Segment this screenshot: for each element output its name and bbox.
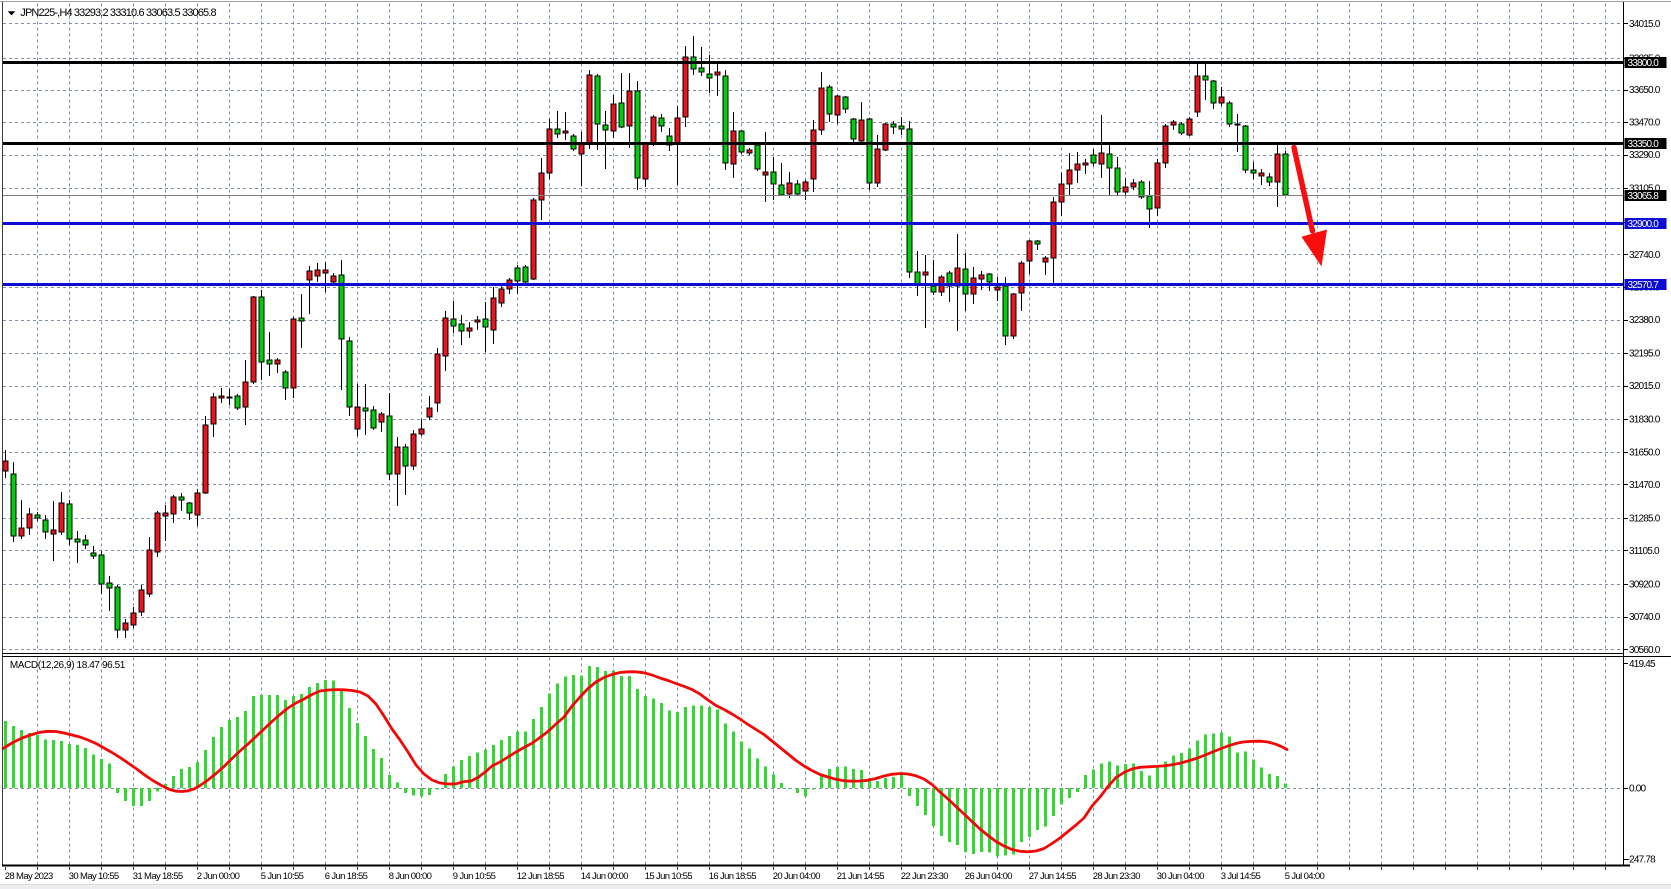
svg-text:30 May 10:55: 30 May 10:55: [69, 871, 119, 882]
svg-text:31650.0: 31650.0: [1629, 447, 1661, 458]
svg-text:30 Jun 04:00: 30 Jun 04:00: [1157, 871, 1205, 882]
svg-text:32740.0: 32740.0: [1629, 250, 1661, 261]
svg-text:31470.0: 31470.0: [1629, 480, 1661, 491]
svg-text:5 Jul 04:00: 5 Jul 04:00: [1285, 871, 1325, 882]
svg-text:34015.0: 34015.0: [1629, 19, 1661, 30]
svg-text:22 Jun 23:30: 22 Jun 23:30: [901, 871, 949, 882]
svg-text:33470.0: 33470.0: [1629, 118, 1661, 129]
svg-text:31105.0: 31105.0: [1629, 546, 1660, 557]
svg-text:33290.0: 33290.0: [1629, 150, 1661, 161]
svg-text:15 Jun 10:55: 15 Jun 10:55: [645, 871, 693, 882]
svg-text:32015.0: 32015.0: [1629, 381, 1661, 392]
svg-text:30560.0: 30560.0: [1629, 645, 1661, 656]
svg-text:14 Jun 00:00: 14 Jun 00:00: [581, 871, 629, 882]
svg-text:32900.0: 32900.0: [1628, 219, 1660, 230]
svg-text:16 Jun 18:55: 16 Jun 18:55: [709, 871, 757, 882]
svg-text:27 Jun 14:55: 27 Jun 14:55: [1029, 871, 1077, 882]
svg-text:26 Jun 04:00: 26 Jun 04:00: [965, 871, 1013, 882]
svg-text:JPN225-,H4 33293.2 33310.6 33: JPN225-,H4 33293.2 33310.6 33063.5 33065…: [20, 7, 216, 19]
svg-text:5 Jun 10:55: 5 Jun 10:55: [261, 871, 304, 882]
svg-text:33350.0: 33350.0: [1628, 139, 1660, 150]
svg-text:32380.0: 32380.0: [1629, 315, 1661, 326]
svg-text:20 Jun 04:00: 20 Jun 04:00: [773, 871, 821, 882]
svg-text:419.45: 419.45: [1629, 659, 1656, 670]
svg-text:33105.0: 33105.0: [1629, 184, 1661, 195]
svg-text:3 Jul 14:55: 3 Jul 14:55: [1221, 871, 1261, 882]
svg-text:2 Jun 00:00: 2 Jun 00:00: [197, 871, 240, 882]
svg-text:30920.0: 30920.0: [1629, 580, 1661, 591]
svg-text:0.00: 0.00: [1629, 784, 1647, 795]
svg-text:21 Jun 14:55: 21 Jun 14:55: [837, 871, 885, 882]
svg-text:30740.0: 30740.0: [1629, 612, 1661, 623]
svg-text:MACD(12,26,9) 18.47 96.51: MACD(12,26,9) 18.47 96.51: [10, 660, 126, 671]
svg-text:12 Jun 18:55: 12 Jun 18:55: [517, 871, 565, 882]
svg-text:-247.78: -247.78: [1627, 854, 1657, 865]
svg-text:33065.8: 33065.8: [1628, 191, 1660, 202]
svg-text:9 Jun 10:55: 9 Jun 10:55: [453, 871, 496, 882]
svg-text:28 Jun 23:30: 28 Jun 23:30: [1093, 871, 1141, 882]
svg-text:31285.0: 31285.0: [1629, 513, 1661, 524]
svg-text:8 Jun 00:00: 8 Jun 00:00: [389, 871, 432, 882]
svg-text:32570.7: 32570.7: [1628, 280, 1660, 291]
svg-text:33650.0: 33650.0: [1629, 85, 1661, 96]
svg-text:31830.0: 31830.0: [1629, 415, 1661, 426]
svg-text:32195.0: 32195.0: [1629, 349, 1661, 360]
svg-text:28 May 2023: 28 May 2023: [5, 871, 53, 882]
svg-text:31 May 18:55: 31 May 18:55: [133, 871, 183, 882]
svg-text:6 Jun 18:55: 6 Jun 18:55: [325, 871, 368, 882]
svg-text:33800.0: 33800.0: [1628, 58, 1660, 69]
